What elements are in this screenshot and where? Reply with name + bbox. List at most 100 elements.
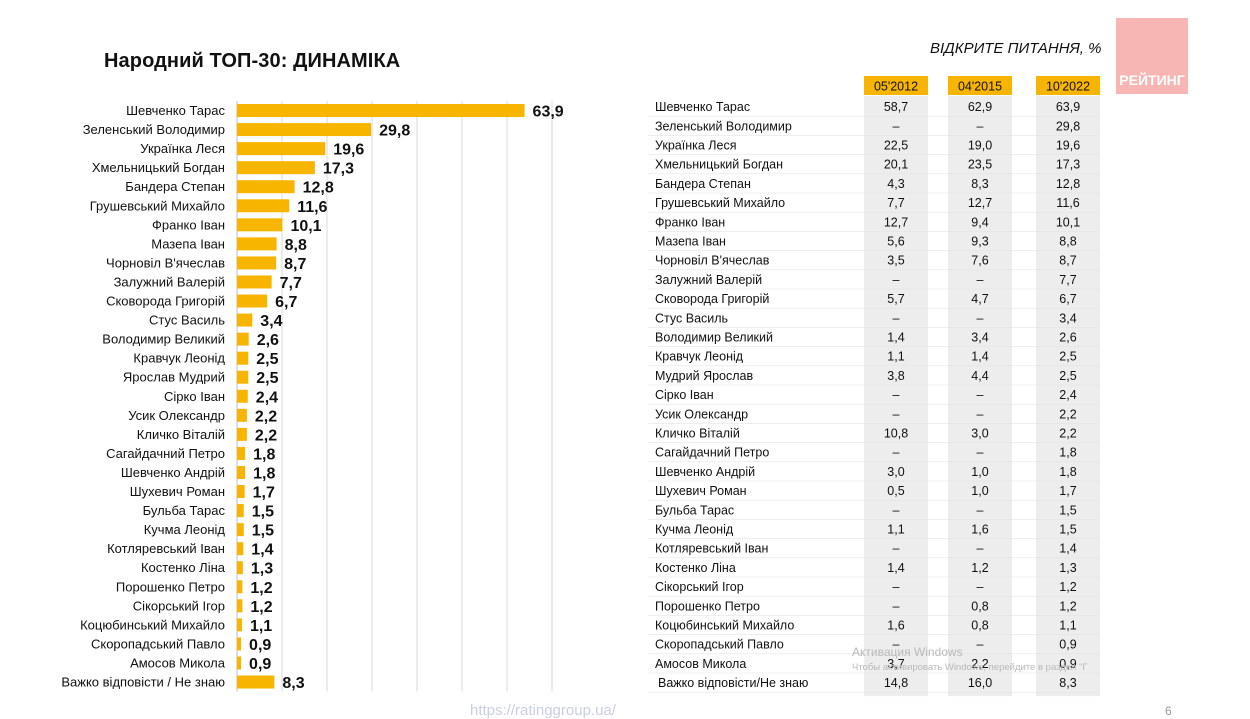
bar-value-label: 8,3: [282, 675, 304, 692]
bar-value-label: 17,3: [323, 161, 354, 178]
bar-value-label: 1,8: [253, 446, 275, 463]
table-cell-value: 62,9: [968, 100, 992, 114]
table-row-name: Мазепа Іван: [655, 235, 726, 249]
bar-category-label: Шевченко Тарас: [126, 103, 225, 118]
bar-value-label: 2,5: [256, 370, 278, 387]
table-cell-value: 1,4: [971, 350, 988, 364]
table-row-name: Зеленський Володимир: [655, 119, 792, 133]
table-cell-value: 20,1: [884, 158, 908, 172]
bar-category-label: Зеленський Володимир: [83, 122, 225, 137]
table-cell-value: 58,7: [884, 100, 908, 114]
bar-chart: Шевченко Тарас 63,9 Зеленський Володимир 29…: [61, 101, 564, 692]
table-row-name: Володимир Великий: [655, 331, 773, 345]
bar-category-label: Володимир Великий: [102, 332, 225, 347]
table-row-name: Хмельницький Богдан: [655, 158, 783, 172]
table-cell-value: 7,7: [887, 196, 904, 210]
table-cell-value: 2,6: [1059, 331, 1076, 345]
bar: [237, 656, 242, 670]
bar-value-label: 6,7: [275, 294, 297, 311]
table-cell-value: 23,5: [968, 158, 992, 172]
bar-category-label: Сірко Іван: [164, 389, 225, 404]
table-header-label: 10'2022: [1046, 80, 1090, 94]
bar-category-label: Залужний Валерій: [114, 274, 225, 289]
table-cell-value: 0,8: [971, 599, 988, 613]
bar-value-label: 29,8: [379, 123, 410, 140]
table-cell-value: –: [893, 407, 900, 421]
bar: [237, 256, 277, 270]
table-cell-value: –: [893, 119, 900, 133]
bar: [237, 389, 248, 403]
bar: [237, 199, 290, 213]
table-cell-value: –: [893, 388, 900, 402]
footer-url[interactable]: https://ratinggroup.ua/: [470, 702, 616, 719]
table-cell-value: 12,7: [968, 196, 992, 210]
table-cell-value: 2,4: [1059, 388, 1076, 402]
table-cell-value: 5,7: [887, 292, 904, 306]
table-row-name: Бульба Тарас: [655, 503, 734, 517]
table-cell-value: 1,5: [1059, 503, 1076, 517]
table-cell-value: 1,5: [1059, 523, 1076, 537]
table-cell-value: –: [977, 638, 984, 652]
table-header-cell: [864, 76, 928, 95]
bar-category-label: Ярослав Мудрий: [123, 370, 225, 385]
bar-category-label: Українка Леся: [140, 141, 225, 156]
table-header-label: 05'2012: [874, 80, 918, 94]
bar-value-label: 1,3: [251, 561, 273, 578]
bar-category-label: Сагайдачний Петро: [106, 446, 225, 461]
bar-value-label: 12,8: [303, 180, 334, 197]
table-cell-value: –: [977, 311, 984, 325]
table-cell-value: 4,7: [971, 292, 988, 306]
table-cell-value: 8,3: [1059, 676, 1076, 690]
table-row-name: Котляревський Іван: [655, 542, 768, 556]
bar-value-label: 1,2: [250, 599, 272, 616]
page-number: 6: [1165, 704, 1172, 718]
table-row-name: Усик Олександр: [655, 407, 748, 421]
question-type-label: ВІДКРИТЕ ПИТАННЯ, %: [930, 40, 1102, 57]
bar: [237, 504, 244, 518]
bar-category-label: Стус Василь: [149, 313, 225, 328]
page-title: Народний ТОП-30: ДИНАМІКА: [104, 50, 401, 72]
bar-value-label: 2,6: [257, 332, 279, 349]
bar: [237, 104, 525, 118]
bar: [237, 180, 295, 194]
table-row-name: Мудрий Ярослав: [655, 369, 753, 383]
table-cell-value: 0,9: [1059, 638, 1076, 652]
table-cell-value: 9,4: [971, 215, 988, 229]
bar: [237, 370, 249, 384]
bar-category-label: Мазепа Іван: [151, 236, 225, 251]
rating-logo-text: РЕЙТИНГ: [1119, 72, 1185, 88]
table-cell-value: 3,0: [887, 465, 904, 479]
table-row-name: Сагайдачний Петро: [655, 446, 769, 460]
table-row-name: Бандера Степан: [655, 177, 751, 191]
table-cell-value: –: [977, 503, 984, 517]
table-row-name: Амосов Микола: [655, 657, 746, 671]
bar-value-label: 0,9: [249, 656, 271, 673]
bar: [237, 446, 246, 460]
bar-category-label: Шухевич Роман: [130, 484, 225, 499]
table-row-name: Українка Леся: [655, 139, 736, 153]
bar-category-label: Кличко Віталій: [137, 427, 225, 442]
table-cell-value: 4,3: [887, 177, 904, 191]
table-cell-value: 2,2: [971, 657, 988, 671]
table-cell-value: 8,7: [1059, 254, 1076, 268]
table-cell-value: –: [893, 503, 900, 517]
table-cell-value: 1,3: [1059, 561, 1076, 575]
table-cell-value: –: [977, 542, 984, 556]
table-row-name: Скоропадський Павло: [655, 638, 784, 652]
table-row-name: Костенко Ліна: [655, 561, 736, 575]
table-cell-value: –: [977, 273, 984, 287]
table-cell-value: –: [893, 638, 900, 652]
bar: [237, 485, 245, 499]
table-cell-value: 9,3: [971, 235, 988, 249]
bar: [237, 351, 249, 365]
table-row-name: Сікорський Ігор: [655, 580, 744, 594]
table-row-name: Кучма Леонід: [655, 523, 734, 537]
table-row-name: Чорновіл В'ячеслав: [655, 254, 770, 268]
bar: [237, 637, 242, 651]
bar-category-label: Сковорода Григорій: [106, 294, 225, 309]
table-row-name: Шухевич Роман: [655, 484, 747, 498]
table-row-name: Франко Іван: [655, 215, 725, 229]
table-cell-value: 1,2: [1059, 580, 1076, 594]
bar-category-label: Костенко Ліна: [141, 560, 226, 575]
table-row-name: Важко відповісти/Не знаю: [658, 676, 808, 690]
